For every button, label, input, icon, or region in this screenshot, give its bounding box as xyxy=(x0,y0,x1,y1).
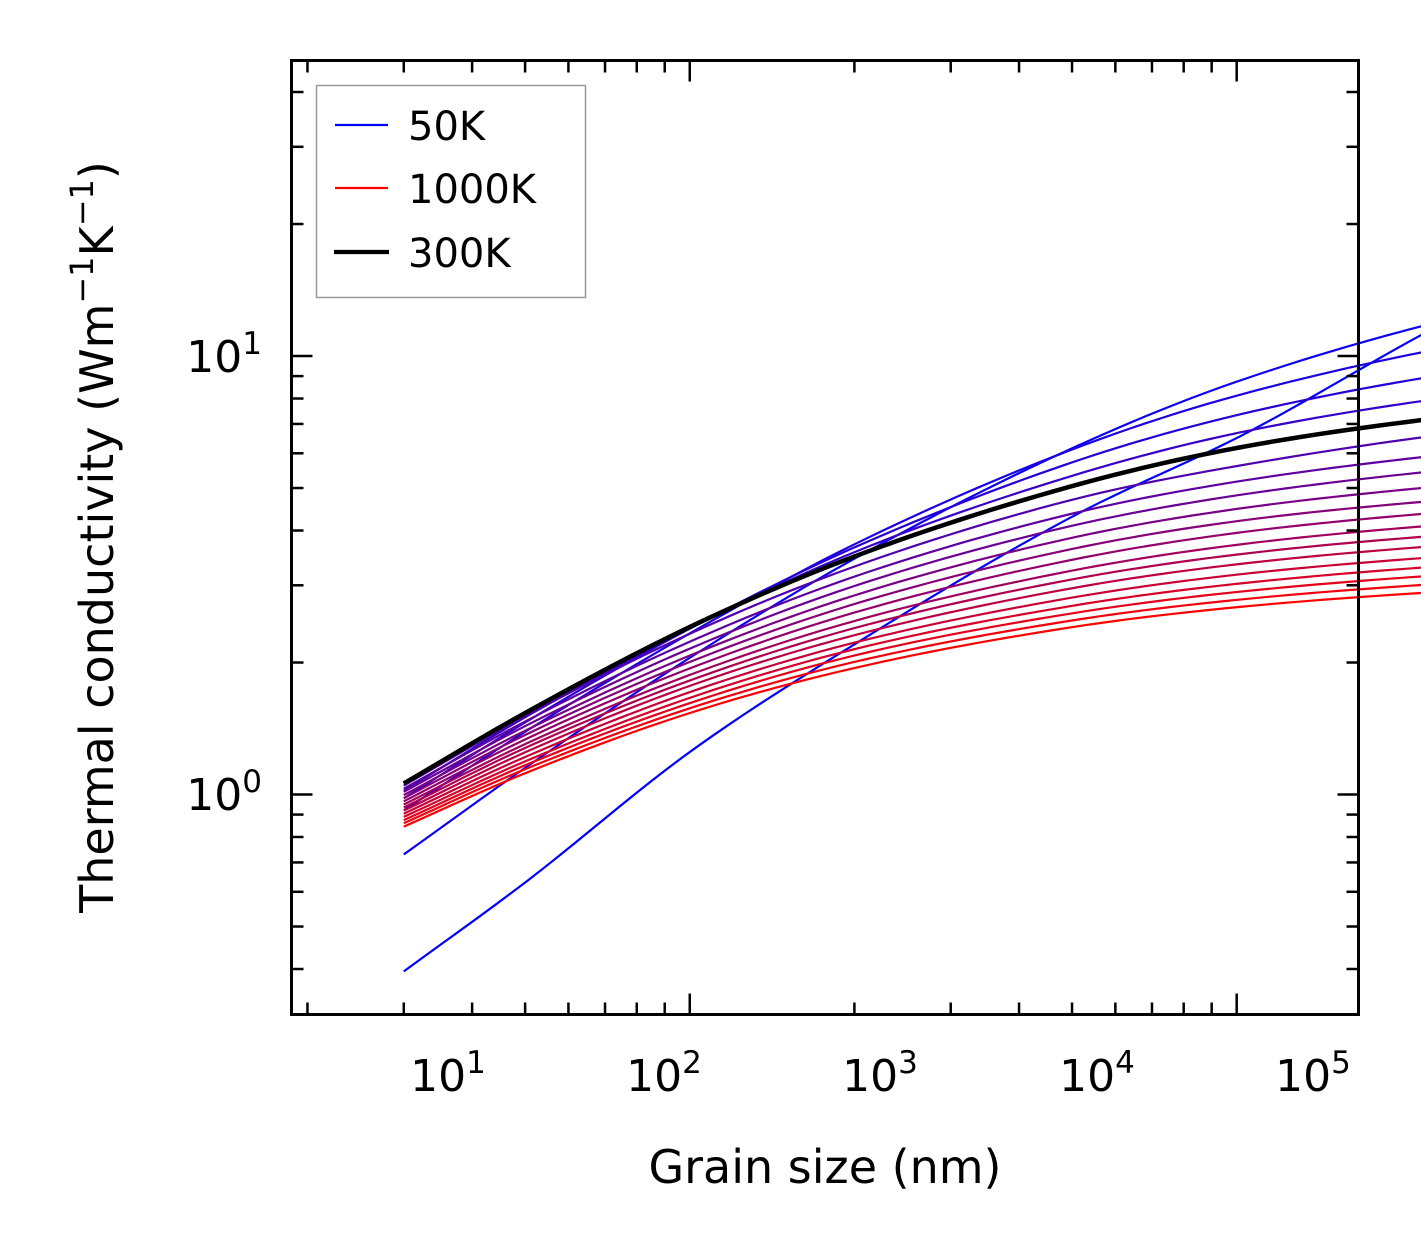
x-tick-label: 101 xyxy=(410,1045,486,1102)
x-tick-labels: 101 102 103 104 105 xyxy=(410,1045,1351,1102)
ticks-layer xyxy=(291,60,1359,1015)
y-tick-label: 101 xyxy=(186,326,262,383)
series-line-250k xyxy=(403,400,1421,792)
series-layer xyxy=(402,325,1421,973)
x-tick-label: 103 xyxy=(842,1045,918,1102)
series-line-350k xyxy=(403,436,1421,787)
legend-label-1000k: 1000K xyxy=(408,167,538,213)
y-tick-labels: 100 101 xyxy=(186,326,262,821)
plot-frame xyxy=(290,59,1360,1016)
series-line-450k xyxy=(403,471,1421,793)
series-line-650k xyxy=(403,525,1421,806)
series-line-800k xyxy=(403,557,1421,815)
series-line-600k xyxy=(403,512,1421,803)
x-tick-label: 104 xyxy=(1059,1045,1135,1102)
series-line-300k-highlight xyxy=(402,417,1421,786)
series-line-850k xyxy=(403,566,1421,818)
series-line-950k xyxy=(403,583,1421,825)
series-line-50k xyxy=(403,333,1421,973)
y-tick-label: 100 xyxy=(186,764,262,821)
series-line-1000k xyxy=(403,591,1421,828)
x-tick-label: 105 xyxy=(1275,1045,1351,1102)
series-line-550k xyxy=(403,500,1421,800)
series-line-200k xyxy=(403,377,1421,800)
legend-box xyxy=(315,84,587,299)
series-line-750k xyxy=(403,546,1421,812)
series-line-700k xyxy=(403,535,1421,809)
x-tick-label: 102 xyxy=(626,1045,702,1102)
y-axis-label: Thermal conductivity (Wm−1K−1) xyxy=(63,161,124,914)
legend: 50K 1000K 300K xyxy=(315,84,587,299)
series-line-500k xyxy=(403,486,1421,797)
legend-label-50k: 50K xyxy=(408,104,487,150)
series-line-400k xyxy=(403,456,1421,790)
series-line-900k xyxy=(403,575,1421,822)
x-axis-label: Grain size (nm) xyxy=(649,1140,1002,1194)
legend-label-300k: 300K xyxy=(408,231,512,277)
